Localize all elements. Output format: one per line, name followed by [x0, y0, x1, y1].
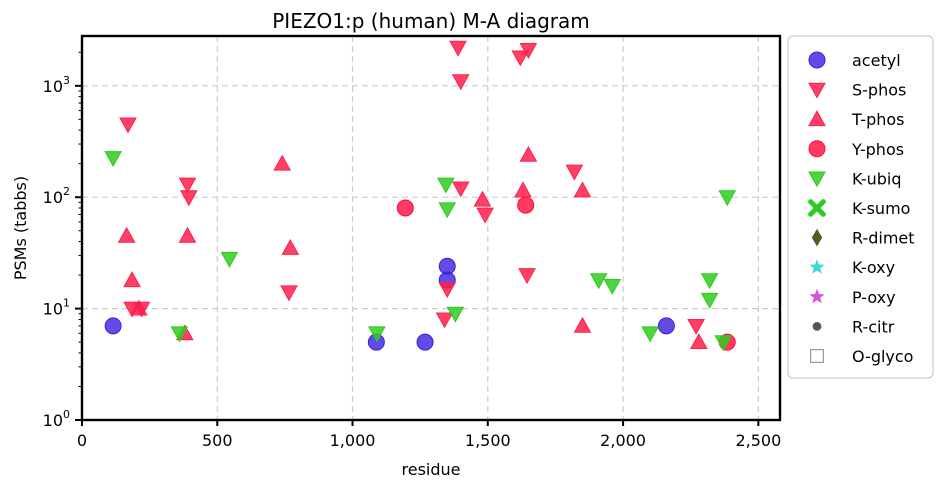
x-tick-label: 1,500 [465, 431, 511, 450]
y-phos-point [517, 196, 535, 214]
x-tick-label: 500 [202, 431, 233, 450]
t-phos-point [129, 299, 148, 316]
k-ubiq-point [714, 335, 733, 352]
k-ubiq-point [446, 306, 465, 323]
k-ubiq-point [641, 326, 659, 343]
legend-marker-k-ubiq [808, 171, 826, 188]
s-phos-point [519, 43, 538, 59]
legend-label-y-phos: Y-phos [851, 140, 904, 159]
t-phos-point [514, 181, 532, 198]
y-tick-label: 103 [43, 74, 70, 96]
legend-marker-acetyl [808, 51, 826, 69]
y-axis-label: PSMs (tabbs) [11, 176, 30, 280]
s-phos-point [687, 318, 705, 335]
s-phos-point [180, 190, 198, 207]
legend-marker-r-citr [812, 322, 822, 331]
t-phos-point [519, 145, 538, 162]
y-tick-label: 102 [43, 185, 70, 207]
t-phos-point [573, 316, 592, 333]
k-ubiq-point [170, 326, 189, 343]
x-tick-label: 1,000 [330, 431, 376, 450]
s-phos-point [449, 40, 467, 57]
k-ubiq-point [718, 190, 737, 207]
s-phos-point [119, 117, 137, 134]
s-phos-point [511, 50, 530, 67]
legend-marker-o-glyco [809, 349, 824, 364]
x-axis-label: residue [402, 460, 461, 479]
t-phos-point [473, 190, 492, 207]
chart-title: PIEZO1:p (human) M-A diagram [272, 9, 590, 33]
t-phos-point [273, 154, 292, 171]
s-phos-point [178, 177, 197, 194]
t-phos-point [281, 238, 300, 255]
k-ubiq-point [603, 278, 622, 295]
y-tick-label: 101 [43, 297, 70, 319]
legend-label-s-phos: S-phos [852, 81, 906, 100]
s-phos-point [280, 285, 298, 302]
legend-box [787, 35, 934, 379]
axes: 0 500 1,000 1,500 2,000 2,500 100 101 102 103 [43, 34, 782, 450]
legend-marker-r-dimet [811, 228, 823, 247]
s-phos-point [438, 282, 457, 299]
t-phos-point [117, 226, 136, 243]
s-phos-point [451, 181, 470, 198]
x-tick-label: 0 [77, 431, 87, 450]
data-points [104, 40, 737, 352]
acetyl-point [657, 317, 675, 335]
legend-marker-p-oxy [809, 288, 825, 304]
legend-marker-t-phos [808, 110, 826, 127]
k-ubiq-point [438, 202, 457, 219]
s-phos-point [435, 312, 454, 329]
grid [82, 36, 780, 420]
legend-label-k-ubiq: K-ubiq [852, 169, 901, 188]
k-ubiq-point [368, 326, 386, 343]
legend: acetyl S-phos T-phos Y-phos K-ubiq K-sumo R-di… [787, 35, 934, 379]
k-ubiq-point [700, 292, 719, 309]
legend-label-p-oxy: P-oxy [852, 288, 896, 307]
k-ubiq-point [220, 251, 239, 268]
legend-marker-y-phos [808, 140, 826, 158]
s-phos-point [565, 164, 584, 181]
s-phos-point [451, 74, 470, 91]
k-ubiq-point [437, 177, 455, 194]
acetyl-point [104, 317, 122, 335]
legend-label-o-glyco: O-glyco [852, 347, 913, 366]
s-phos-point [518, 268, 536, 285]
k-ubiq-point [104, 151, 122, 168]
legend-marker-k-oxy [809, 259, 825, 274]
k-ubiq-point [589, 273, 608, 290]
legend-label-acetyl: acetyl [852, 51, 901, 70]
legend-label-k-oxy: K-oxy [852, 258, 895, 277]
x-tick-label: 2,000 [600, 431, 646, 450]
legend-label-t-phos: T-phos [851, 110, 905, 129]
legend-marker-s-phos [808, 82, 826, 99]
legend-label-r-citr: R-citr [852, 317, 895, 336]
x-tick-label: 2,500 [735, 431, 781, 450]
legend-marker-k-sumo [808, 199, 826, 217]
s-phos-point [476, 207, 494, 224]
legend-label-r-dimet: R-dimet [852, 229, 915, 248]
legend-label-k-sumo: K-sumo [852, 199, 910, 218]
t-phos-point [123, 271, 141, 288]
t-phos-point [178, 226, 197, 243]
y-phos-point [396, 199, 414, 217]
t-phos-point [689, 333, 708, 350]
k-ubiq-point [700, 273, 719, 290]
acetyl-point [416, 333, 434, 351]
y-tick-label: 100 [43, 408, 70, 430]
t-phos-point [573, 181, 592, 198]
plot-frame [80, 34, 782, 422]
